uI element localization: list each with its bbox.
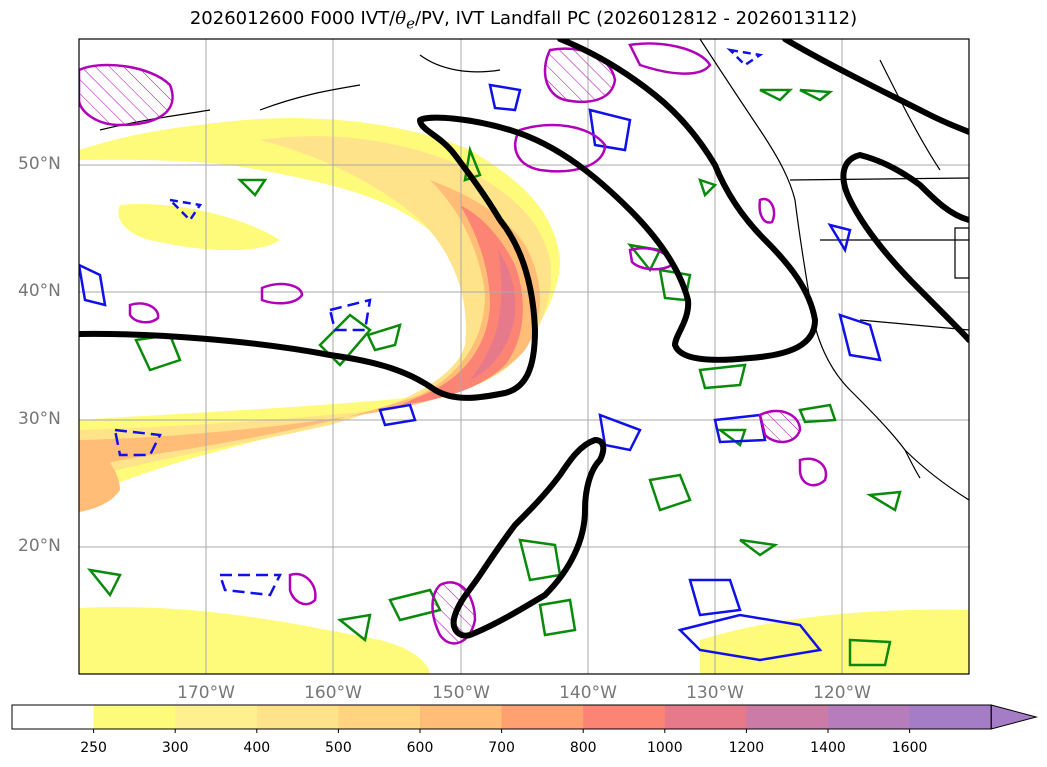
lon-label-130w: 130°W xyxy=(686,683,744,703)
colorbar-tick-label: 250 xyxy=(80,740,107,756)
colorbar-tick-label: 1200 xyxy=(728,740,765,756)
colorbar-tick-label: 1600 xyxy=(891,740,928,756)
colorbar-segment xyxy=(93,705,176,729)
colorbar-tick-label: 800 xyxy=(569,740,597,756)
lat-label-20: 20°N xyxy=(18,536,61,556)
colorbar-segment xyxy=(746,705,829,729)
colorbar-tick-label: 600 xyxy=(406,740,434,756)
lon-label-160w: 160°W xyxy=(304,683,362,703)
colorbar-extend-arrow xyxy=(990,704,1039,730)
map-title: 2026012600 F000 IVT/θe/PV, IVT Landfall … xyxy=(189,8,858,33)
pv-negative-contours xyxy=(79,42,828,645)
colorbar-tick-label: 1000 xyxy=(646,740,683,756)
ivt-landfall-contours xyxy=(79,39,969,639)
lon-label-140w: 140°W xyxy=(559,683,617,703)
colorbar-segment xyxy=(12,705,95,729)
theta-e-contours xyxy=(86,88,902,667)
colorbar-segment xyxy=(909,705,992,729)
colorbar-segment xyxy=(256,705,339,729)
colorbar-segment xyxy=(175,705,258,729)
colorbar-tick-label: 700 xyxy=(488,740,515,756)
colorbar-tick-label: 1400 xyxy=(810,740,846,756)
colorbar-segment xyxy=(501,705,584,729)
colorbar xyxy=(11,704,1039,733)
graticule xyxy=(79,39,969,674)
lon-label-170w: 170°W xyxy=(177,683,235,703)
colorbar-segment xyxy=(420,705,503,729)
colorbar-tick-label: 500 xyxy=(325,740,352,756)
colorbar-segment xyxy=(583,705,666,729)
lat-label-50: 50°N xyxy=(18,154,61,174)
ivt-shading xyxy=(79,118,969,674)
lon-label-120w: 120°W xyxy=(813,683,871,703)
colorbar-segment xyxy=(664,705,747,729)
lat-label-40: 40°N xyxy=(18,281,61,301)
colorbar-tick-label: 400 xyxy=(243,740,271,756)
colorbar-segment xyxy=(828,705,911,729)
colorbar-tick-label: 300 xyxy=(161,740,189,756)
lat-label-30: 30°N xyxy=(18,409,61,429)
map-frame xyxy=(78,38,970,675)
colorbar-segment xyxy=(338,705,421,729)
lon-label-150w: 150°W xyxy=(432,683,490,703)
